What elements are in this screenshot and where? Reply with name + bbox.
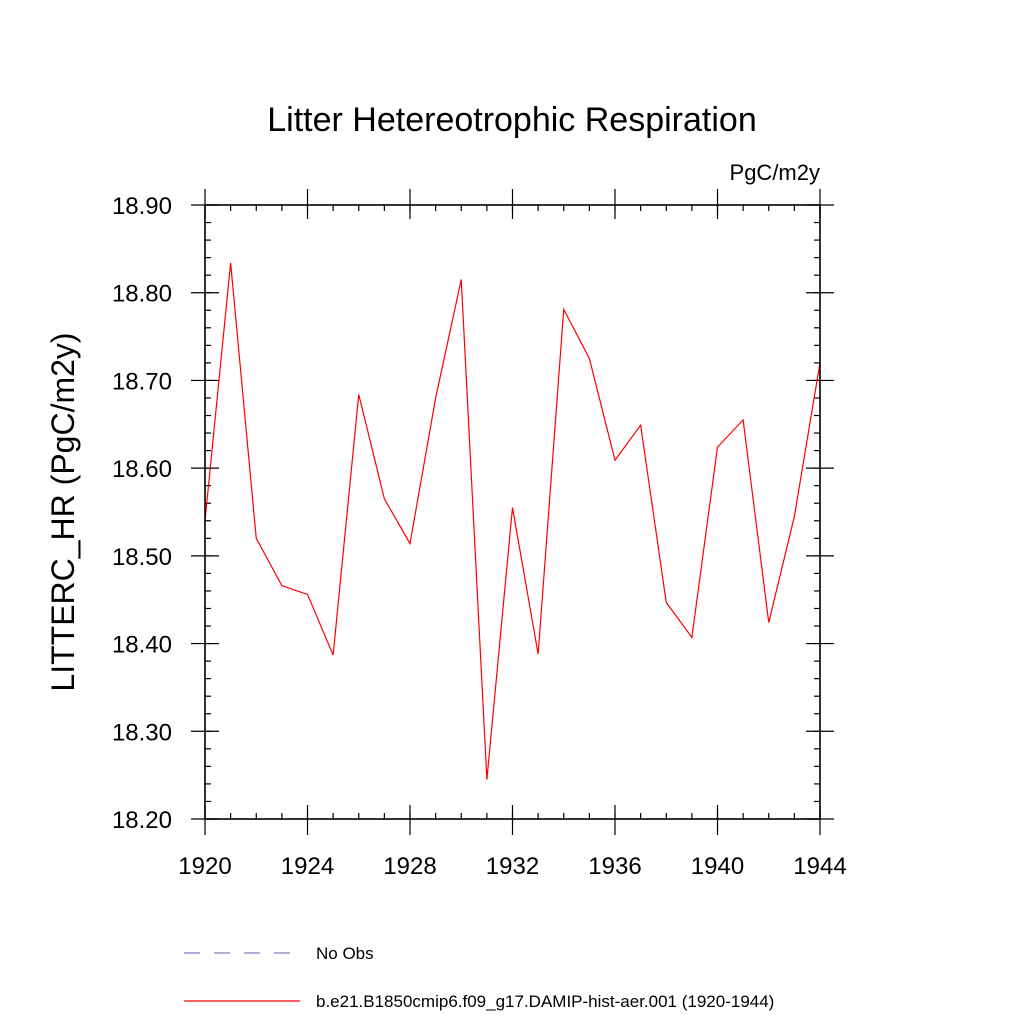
legend-label: b.e21.B1850cmip6.f09_g17.DAMIP-hist-aer.…: [316, 992, 774, 1011]
legend-label: No Obs: [316, 944, 374, 963]
y-tick-label: 18.30: [112, 719, 172, 746]
x-tick-label: 1928: [383, 853, 436, 880]
y-tick-label: 18.20: [112, 807, 172, 834]
x-tick-label: 1924: [281, 853, 334, 880]
y-tick-label: 18.90: [112, 193, 172, 220]
x-tick-label: 1940: [691, 853, 744, 880]
series-lines: [204, 262, 821, 780]
chart-title: Litter Hetereotrophic Respiration: [267, 101, 756, 139]
y-axis-label: LITTERC_HR (PgC/m2y): [45, 332, 81, 691]
y-tick-label: 18.80: [112, 281, 172, 308]
x-tick-label: 1932: [486, 853, 539, 880]
series-line: [204, 262, 821, 780]
x-tick-labels: 1920 1924 1928 1932 1936 1940 1944: [178, 853, 846, 880]
y-tick-labels: 18.20 18.30 18.40 18.50 18.60 18.70 18.80 18.90: [112, 193, 172, 834]
y-tick-label: 18.50: [112, 544, 172, 571]
y-tick-label: 18.70: [112, 368, 172, 395]
units-label: PgC/m2y: [730, 160, 820, 185]
plot-frame: [204, 204, 821, 820]
x-tick-label: 1944: [793, 853, 846, 880]
y-tick-label: 18.40: [112, 632, 172, 659]
x-tick-label: 1936: [588, 853, 641, 880]
legend: No Obs b.e21.B1850cmip6.f09_g17.DAMIP-his…: [184, 944, 774, 1011]
x-tick-label: 1920: [178, 853, 231, 880]
y-tick-label: 18.60: [112, 456, 172, 483]
